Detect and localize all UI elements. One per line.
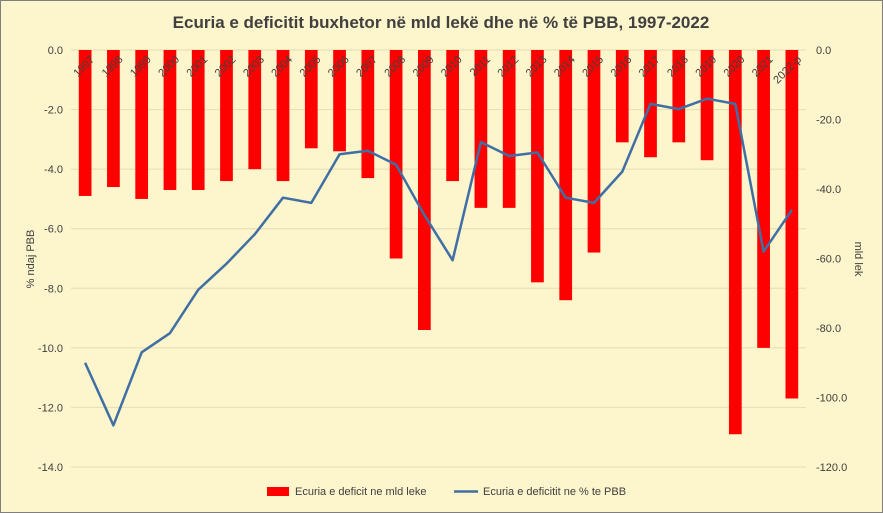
bar-1997: [78, 50, 92, 196]
legend-swatch-bars: [267, 487, 289, 496]
left-axis-title: % ndaj PBB: [25, 230, 37, 289]
left-tick-label: -4.0: [44, 164, 63, 176]
gridlines: [71, 49, 806, 468]
bar-2002: [220, 50, 233, 182]
bar-2009: [418, 50, 431, 330]
bar-2015: [587, 50, 601, 253]
x-axis-ticks: 1997 1998 1999 2000 2001 2002 2003 2004 2005 2006…: [71, 54, 804, 87]
left-tick-label: -14.0: [38, 462, 63, 474]
bar-2012: [502, 50, 516, 208]
deficit-pct-line: [83, 97, 793, 427]
right-tick-label: -100.0: [816, 393, 847, 405]
bar-2004: [276, 50, 290, 182]
bar-2003: [248, 50, 262, 170]
bar-2014: [559, 50, 573, 301]
bar-series: [78, 50, 799, 435]
bar-2007: [361, 50, 375, 179]
bar-2018: [672, 50, 686, 143]
chart-title: Ecuria e deficitit buxhetor në mld lekë …: [173, 13, 710, 32]
bar-2000: [163, 50, 177, 190]
right-tick-label: -20.0: [816, 115, 841, 127]
bar-2011: [474, 50, 488, 208]
legend-label-line: Ecuria e deficitit ne % te PBB: [483, 486, 626, 498]
bar-2013: [531, 50, 544, 283]
bar-2022-p: [785, 50, 799, 399]
left-tick-label: -8.0: [44, 283, 63, 295]
bar-2005: [304, 50, 318, 149]
bar-1999: [135, 50, 149, 199]
left-tick-label: -6.0: [44, 224, 63, 236]
bar-2010: [446, 50, 459, 182]
bar-2001: [191, 50, 205, 190]
right-tick-label: -60.0: [816, 254, 841, 266]
left-tick-label: -10.0: [38, 343, 63, 355]
bar-2019: [700, 50, 714, 161]
left-tick-label: -2.0: [44, 105, 63, 117]
bar-2016: [615, 50, 629, 143]
legend-label-bars: Ecuria e deficit ne mld leke: [295, 486, 426, 498]
bar-2008: [389, 50, 403, 259]
bar-2006: [333, 50, 346, 152]
right-axis-title: mld lek: [852, 242, 864, 277]
line-series: [83, 97, 793, 427]
left-tick-label: 0.0: [48, 45, 63, 57]
right-axis-ticks: 0.0 -20.0 -40.0 -60.0 -80.0 -100.0 -120.0: [816, 45, 847, 474]
right-tick-label: -80.0: [816, 323, 841, 335]
bar-2020: [728, 50, 742, 435]
bar-2021: [757, 50, 770, 348]
bar-1998: [107, 50, 120, 188]
right-tick-label: -120.0: [816, 462, 847, 474]
right-tick-label: -40.0: [816, 184, 841, 196]
left-tick-label: -12.0: [38, 402, 63, 414]
legend: Ecuria e deficit ne mld leke Ecuria e de…: [267, 486, 626, 498]
right-tick-label: 0.0: [816, 45, 831, 57]
left-axis-ticks: 0.0 -2.0 -4.0 -6.0 -8.0 -10.0 -12.0 -14.0: [38, 45, 63, 474]
